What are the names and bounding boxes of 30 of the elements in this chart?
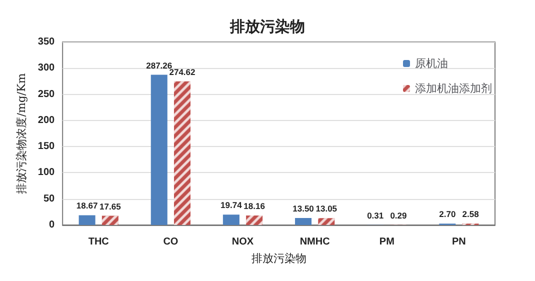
data-label: 0.31 [367, 210, 384, 220]
chart-title: 排放污染物 [229, 18, 305, 36]
data-label: 18.67 [76, 200, 98, 211]
legend-label: 原机油 [415, 57, 448, 70]
data-label: 0.29 [390, 210, 407, 220]
y-tick-label: 0 [49, 220, 56, 230]
data-label: 17.65 [100, 201, 122, 212]
data-label: 2.58 [462, 209, 480, 220]
x-tick-label: PM [379, 236, 394, 248]
x-tick-label: NOX [232, 236, 254, 248]
y-tick-label: 350 [38, 36, 56, 48]
data-label: 19.74 [220, 200, 242, 210]
legend-label: 添加机油添加剂 [415, 82, 492, 95]
data-label: 13.50 [292, 203, 314, 214]
y-tick-label: 250 [38, 88, 56, 100]
y-tick-label: 200 [38, 114, 56, 126]
x-tick-label: THC [88, 236, 109, 248]
x-tick-label: PN [452, 236, 466, 248]
data-label: 18.16 [244, 201, 266, 212]
y-tick-label: 100 [38, 167, 56, 178]
x-tick-label: CO [163, 236, 178, 248]
y-axis-title: 排放污染物浓度/mg/Km [15, 72, 28, 194]
data-label: 287.26 [146, 60, 172, 70]
y-tick-label: 50 [43, 193, 56, 204]
data-label: 2.70 [439, 209, 456, 220]
y-tick-label: 150 [38, 141, 56, 152]
x-axis-title: 排放污染物 [251, 252, 306, 265]
y-tick-label: 300 [38, 62, 56, 74]
data-label: 13.05 [316, 204, 338, 214]
x-tick-label: NMHC [300, 236, 330, 248]
